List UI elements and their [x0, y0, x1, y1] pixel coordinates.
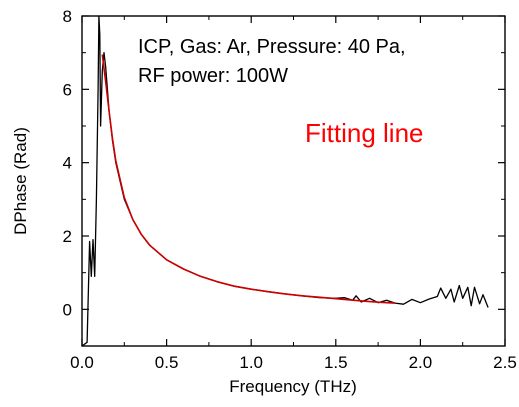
y-tick-label: 6: [63, 80, 72, 99]
y-tick-label: 2: [63, 227, 72, 246]
y-tick-label: 0: [63, 300, 72, 319]
x-tick-label: 0.0: [70, 353, 94, 372]
annotation-line-2: RF power: 100W: [138, 65, 288, 87]
x-tick-label: 0.5: [155, 353, 179, 372]
y-tick-label: 4: [63, 154, 72, 173]
x-tick-label: 1.5: [324, 353, 348, 372]
x-tick-label: 2.0: [409, 353, 433, 372]
tick-labels: 0.0 0.5 1.0 1.5 2.0 2.5 0 2 4 6 8: [63, 7, 517, 372]
annotation-line-1: ICP, Gas: Ar, Pressure: 40 Pa,: [138, 36, 406, 58]
y-tick-label: 8: [63, 7, 72, 26]
fitting-line: [101, 54, 396, 304]
x-tick-label: 2.5: [493, 353, 517, 372]
fitting-line-label: Fitting line: [305, 118, 424, 148]
x-tick-label: 1.0: [239, 353, 263, 372]
x-axis-label: Frequency (THz): [229, 377, 357, 396]
y-axis-label: DPhase (Rad): [11, 127, 30, 235]
series-layer: [81, 15, 489, 347]
plot-area: [81, 15, 506, 347]
axis-ticks: [81, 15, 506, 347]
